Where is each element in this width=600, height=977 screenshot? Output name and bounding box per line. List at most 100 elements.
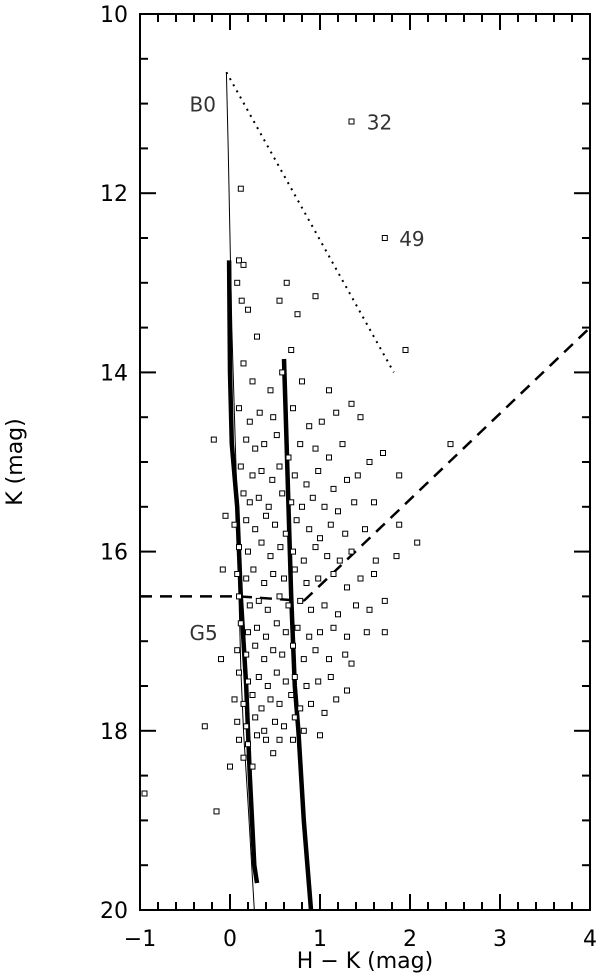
- scatter-point: [317, 535, 323, 542]
- scatter-point: [236, 405, 242, 412]
- scatter-point: [245, 741, 251, 748]
- scatter-point: [258, 705, 265, 712]
- scatter-point: [270, 571, 277, 577]
- scatter-point: [290, 642, 296, 649]
- line-dashed: [302, 326, 591, 602]
- x-tick-label: 0: [223, 927, 237, 952]
- scatter-point: [344, 476, 350, 483]
- x-tick-label: 4: [583, 927, 597, 952]
- y-tick-label: 20: [100, 899, 128, 924]
- y-tick-label: 12: [100, 182, 128, 207]
- scatter-point: [330, 624, 337, 631]
- scatter-point: [264, 606, 271, 613]
- scatter-point: [309, 494, 316, 501]
- scatter-point: [348, 660, 355, 667]
- scatter-point: [258, 539, 265, 546]
- scatter-point: [237, 620, 244, 627]
- scatter-point: [348, 118, 355, 125]
- x-tick-label: −1: [124, 927, 156, 952]
- scatter-point: [335, 611, 341, 618]
- scatter-point: [299, 503, 305, 510]
- scatter-point: [219, 566, 226, 573]
- scatter-point: [317, 732, 323, 739]
- scatter-point: [234, 571, 241, 577]
- scatter-point: [285, 602, 292, 609]
- scatter-point: [321, 709, 328, 716]
- scatter-point: [381, 597, 388, 604]
- scatter-point: [234, 279, 241, 286]
- scatter-point: [273, 432, 280, 439]
- scatter-point: [236, 257, 242, 264]
- scatter-point: [342, 651, 349, 658]
- scatter-point: [267, 553, 274, 560]
- scatter-point: [273, 620, 280, 627]
- scatter-point: [246, 499, 253, 506]
- annotation-b0: B0: [190, 93, 216, 117]
- scatter-point: [326, 387, 332, 394]
- scatter-point: [290, 405, 296, 412]
- scatter-point: [281, 723, 287, 730]
- scatter-point: [396, 472, 403, 479]
- scatter-point: [246, 602, 253, 609]
- scatter-point: [243, 723, 250, 730]
- scatter-point: [234, 647, 241, 654]
- scatter-point: [243, 575, 250, 582]
- scatter-point: [291, 674, 298, 680]
- scatter-point: [330, 485, 337, 492]
- scatter-point: [270, 750, 277, 757]
- scatter-point: [255, 597, 262, 604]
- scatter-point: [333, 409, 340, 416]
- scatter-point: [236, 669, 242, 676]
- scatter-point: [330, 571, 337, 577]
- annotation-32: 32: [367, 111, 392, 135]
- scatter-point: [381, 235, 388, 241]
- scatter-point: [261, 580, 268, 586]
- scatter-point: [300, 727, 307, 734]
- scatter-point: [283, 279, 290, 286]
- y-tick-label: 16: [100, 541, 128, 566]
- scatter-point: [336, 557, 343, 564]
- scatter-point: [227, 763, 233, 770]
- scatter-point: [141, 790, 148, 797]
- scatter-point: [372, 557, 379, 564]
- scatter-point: [348, 548, 355, 555]
- scatter-point: [318, 418, 325, 425]
- scatter-point: [312, 647, 319, 654]
- scatter-point: [294, 624, 301, 631]
- scatter-point: [366, 459, 373, 465]
- scatter-point: [236, 736, 242, 743]
- scatter-point: [282, 530, 289, 537]
- scatter-point: [243, 651, 250, 658]
- scatter-point: [240, 700, 247, 707]
- scatter-point: [254, 732, 260, 739]
- scatter-point: [312, 544, 319, 551]
- scatter-point: [344, 633, 350, 640]
- scatter-point: [254, 333, 260, 340]
- scatter-point: [261, 441, 268, 448]
- scatter-point: [245, 306, 251, 313]
- scatter-point: [306, 423, 313, 430]
- scatter-point: [303, 481, 310, 488]
- scatter-point: [321, 503, 328, 510]
- scatter-point: [362, 526, 368, 533]
- scatter-point: [282, 629, 289, 636]
- scatter-point: [371, 499, 377, 506]
- chart-lines: [140, 71, 591, 911]
- scatter-point: [312, 445, 319, 452]
- scatter-point: [252, 714, 259, 721]
- scatter-point: [249, 378, 256, 385]
- scatter-point: [306, 526, 313, 533]
- scatter-point: [243, 436, 250, 443]
- scatter-point: [263, 633, 269, 640]
- scatter-point: [240, 490, 247, 497]
- annotations: B0 32 49 G5: [190, 93, 425, 646]
- scatter-point: [357, 575, 364, 582]
- scatter-point: [326, 454, 332, 461]
- scatter-point: [290, 736, 296, 743]
- annotation-g5: G5: [190, 621, 218, 645]
- scatter-point: [270, 414, 277, 421]
- scatter-point: [327, 674, 334, 680]
- scatter-point: [351, 499, 358, 506]
- scatter-point: [201, 723, 208, 730]
- line-thick: [281, 358, 314, 911]
